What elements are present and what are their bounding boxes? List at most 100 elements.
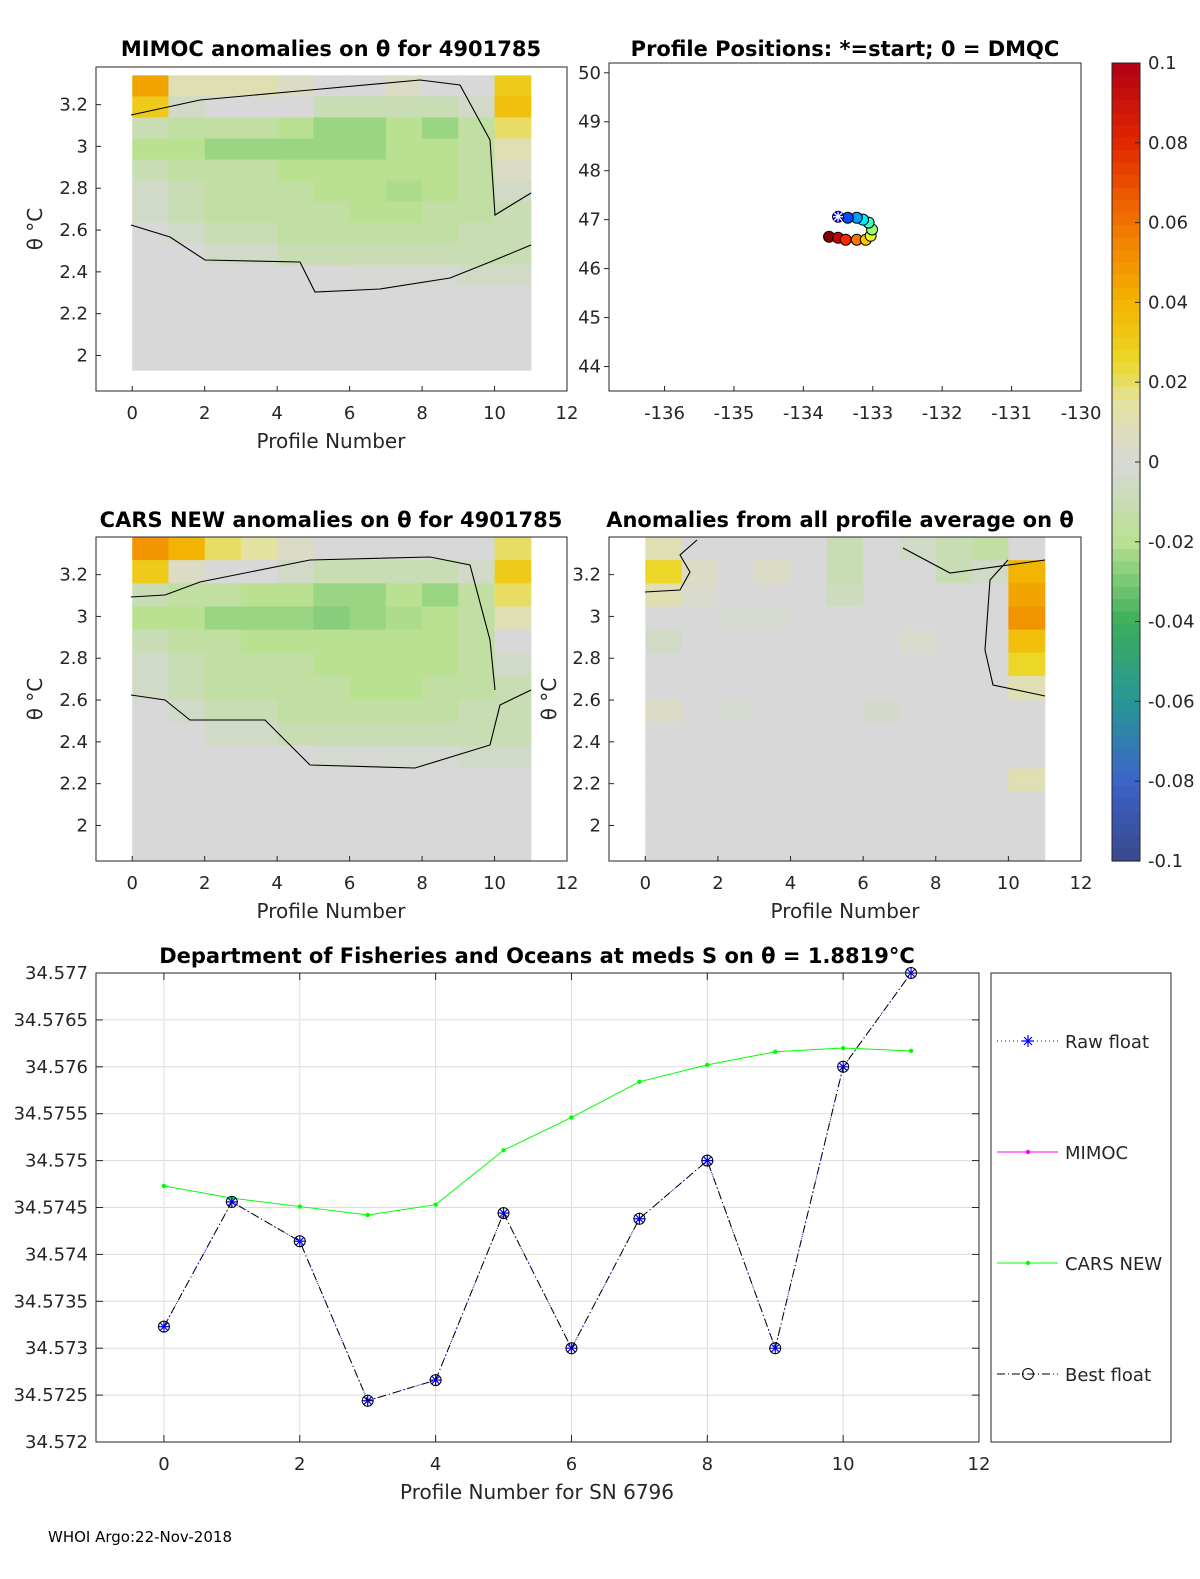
cars-heatmap-cell <box>349 837 387 862</box>
avg-heatmap-cell <box>972 791 1009 816</box>
colorbar-tick-label: -0.1 <box>1148 851 1183 872</box>
cars-heatmap-cell <box>204 722 242 746</box>
avg-heatmap-cell <box>681 652 719 677</box>
colorbar-segment <box>1112 287 1140 301</box>
cars-heatmap-cell <box>240 837 278 862</box>
mimoc-heatmap-cell <box>349 243 387 266</box>
avg-contour <box>984 559 1046 697</box>
avg-heatmap-cell <box>645 722 683 746</box>
mimoc-heatmap-cell <box>132 159 170 182</box>
cars-heatmap-cell <box>458 606 496 631</box>
avg-heatmap-cell <box>717 837 755 862</box>
mimoc-heatmap-cell <box>132 180 170 203</box>
mimoc-heatmap-cell <box>132 75 170 98</box>
avg-heatmap-cell <box>972 652 1009 677</box>
avg-heatmap-cell <box>1008 537 1046 561</box>
avg-heatmap-cell <box>754 745 792 770</box>
cars-heatmap-cell <box>240 791 278 816</box>
avg-heatmap-cell <box>1008 722 1046 746</box>
positions-xtick-label: -134 <box>783 403 824 424</box>
mimoc-heatmap-cell <box>458 180 496 203</box>
mimoc-heatmap-cell <box>313 159 351 182</box>
colorbar-tick-label: 0.04 <box>1148 292 1188 313</box>
avg-heatmap-cell <box>1008 629 1046 654</box>
positions-ytick-label: 48 <box>578 161 601 182</box>
mimoc-heatmap-cell <box>349 306 387 329</box>
mimoc-heatmap-cell <box>349 222 387 245</box>
cars-heatmap-cell <box>132 629 170 654</box>
avg-heatmap-cell <box>935 814 973 839</box>
cars-heatmap-cell <box>494 560 532 584</box>
cars-new-marker <box>705 1062 710 1068</box>
cars-heatmap-cell <box>168 722 206 746</box>
mimoc-heatmap-cell <box>132 138 170 161</box>
avg-heatmap-cell <box>826 652 864 677</box>
best-float-marker <box>429 1374 442 1387</box>
colorbar-tick-label: -0.06 <box>1148 691 1195 712</box>
cars-ytick-label: 3 <box>77 606 88 627</box>
colorbar-segment <box>1112 250 1140 264</box>
mimoc-heatmap-cell <box>240 222 278 245</box>
legend-best-float-marker-icon <box>1022 1368 1034 1380</box>
colorbar-segment <box>1112 125 1140 139</box>
avg-heatmap-cell <box>899 745 937 770</box>
cars-xtick-label: 4 <box>271 873 282 894</box>
colorbar-tick-label: 0.02 <box>1148 372 1188 393</box>
mimoc-heatmap-cell <box>349 201 387 224</box>
mimoc-heatmap-cell <box>385 180 423 203</box>
salinity-ytick-label: 34.575 <box>25 1151 88 1172</box>
avg-ytick-label: 3 <box>590 606 601 627</box>
cars-heatmap-cell <box>494 606 532 631</box>
cars-heatmap-cell <box>277 837 314 862</box>
avg-heatmap-cell <box>1008 652 1046 677</box>
avg-heatmap-cell <box>826 837 864 862</box>
mimoc-heatmap-cell <box>313 75 351 98</box>
colorbar-segment <box>1112 237 1140 251</box>
salinity-ytick-label: 34.573 <box>25 1338 88 1359</box>
best-float-marker <box>701 1154 714 1167</box>
mimoc-heatmap-cell <box>385 96 423 119</box>
colorbar-segment <box>1112 212 1140 226</box>
mimoc-heatmap-cell <box>458 75 496 98</box>
colorbar-segment <box>1112 848 1140 862</box>
start-asterisk-icon <box>833 211 844 222</box>
colorbar-segment <box>1112 274 1140 289</box>
cars-xtick-label: 6 <box>344 873 355 894</box>
cars-heatmap-cell <box>458 837 496 862</box>
best-float-marker <box>497 1207 510 1220</box>
avg-ytick-label: 2.2 <box>572 774 601 795</box>
positions-ytick-label: 46 <box>578 259 601 280</box>
cars-heatmap-cell <box>422 837 459 862</box>
mimoc-heatmap-cell <box>458 306 496 329</box>
mimoc-heatmap-cell <box>313 243 351 266</box>
mimoc-heatmap-cell <box>385 243 423 266</box>
colorbar-tick-label: -0.08 <box>1148 771 1195 792</box>
colorbar-segment <box>1112 574 1140 588</box>
avg-heatmap-cell <box>935 745 973 770</box>
mimoc-heatmap-cell <box>277 349 314 371</box>
avg-heatmap-cell <box>972 745 1009 770</box>
avg-heatmap-cell <box>972 814 1009 839</box>
mimoc-heatmap-cell <box>132 285 170 308</box>
cars-heatmap-cell <box>204 583 242 608</box>
cars-heatmap-cell <box>349 675 387 700</box>
mimoc-xlabel: Profile Number <box>257 429 407 453</box>
avg-heatmap-cell <box>790 583 828 608</box>
cars-heatmap-cell <box>385 537 423 561</box>
cars-heatmap-cell <box>313 745 351 770</box>
cars-axes-box <box>95 536 568 862</box>
avg-heatmap-cell <box>899 722 937 746</box>
cars-heatmap-cell <box>458 722 496 746</box>
positions-xtick-label: -130 <box>1061 403 1102 424</box>
mimoc-heatmap-cell <box>204 285 242 308</box>
salinity-xtick-label: 4 <box>430 1454 441 1475</box>
avg-heatmap-cell <box>863 791 901 816</box>
cars-ticks: 0 2 4 6 8 10 12 2 2.2 2.4 2.6 2.8 3 3.2 <box>59 565 578 894</box>
cars-heatmap-cell <box>132 814 170 839</box>
cars-heatmap-cell <box>422 583 459 608</box>
colorbar-segment <box>1112 137 1140 151</box>
mimoc-heatmap-cell <box>240 180 278 203</box>
avg-heatmap-cell <box>754 629 792 654</box>
cars-heatmap-cell <box>204 791 242 816</box>
salinity-xtick-label: 8 <box>702 1454 713 1475</box>
